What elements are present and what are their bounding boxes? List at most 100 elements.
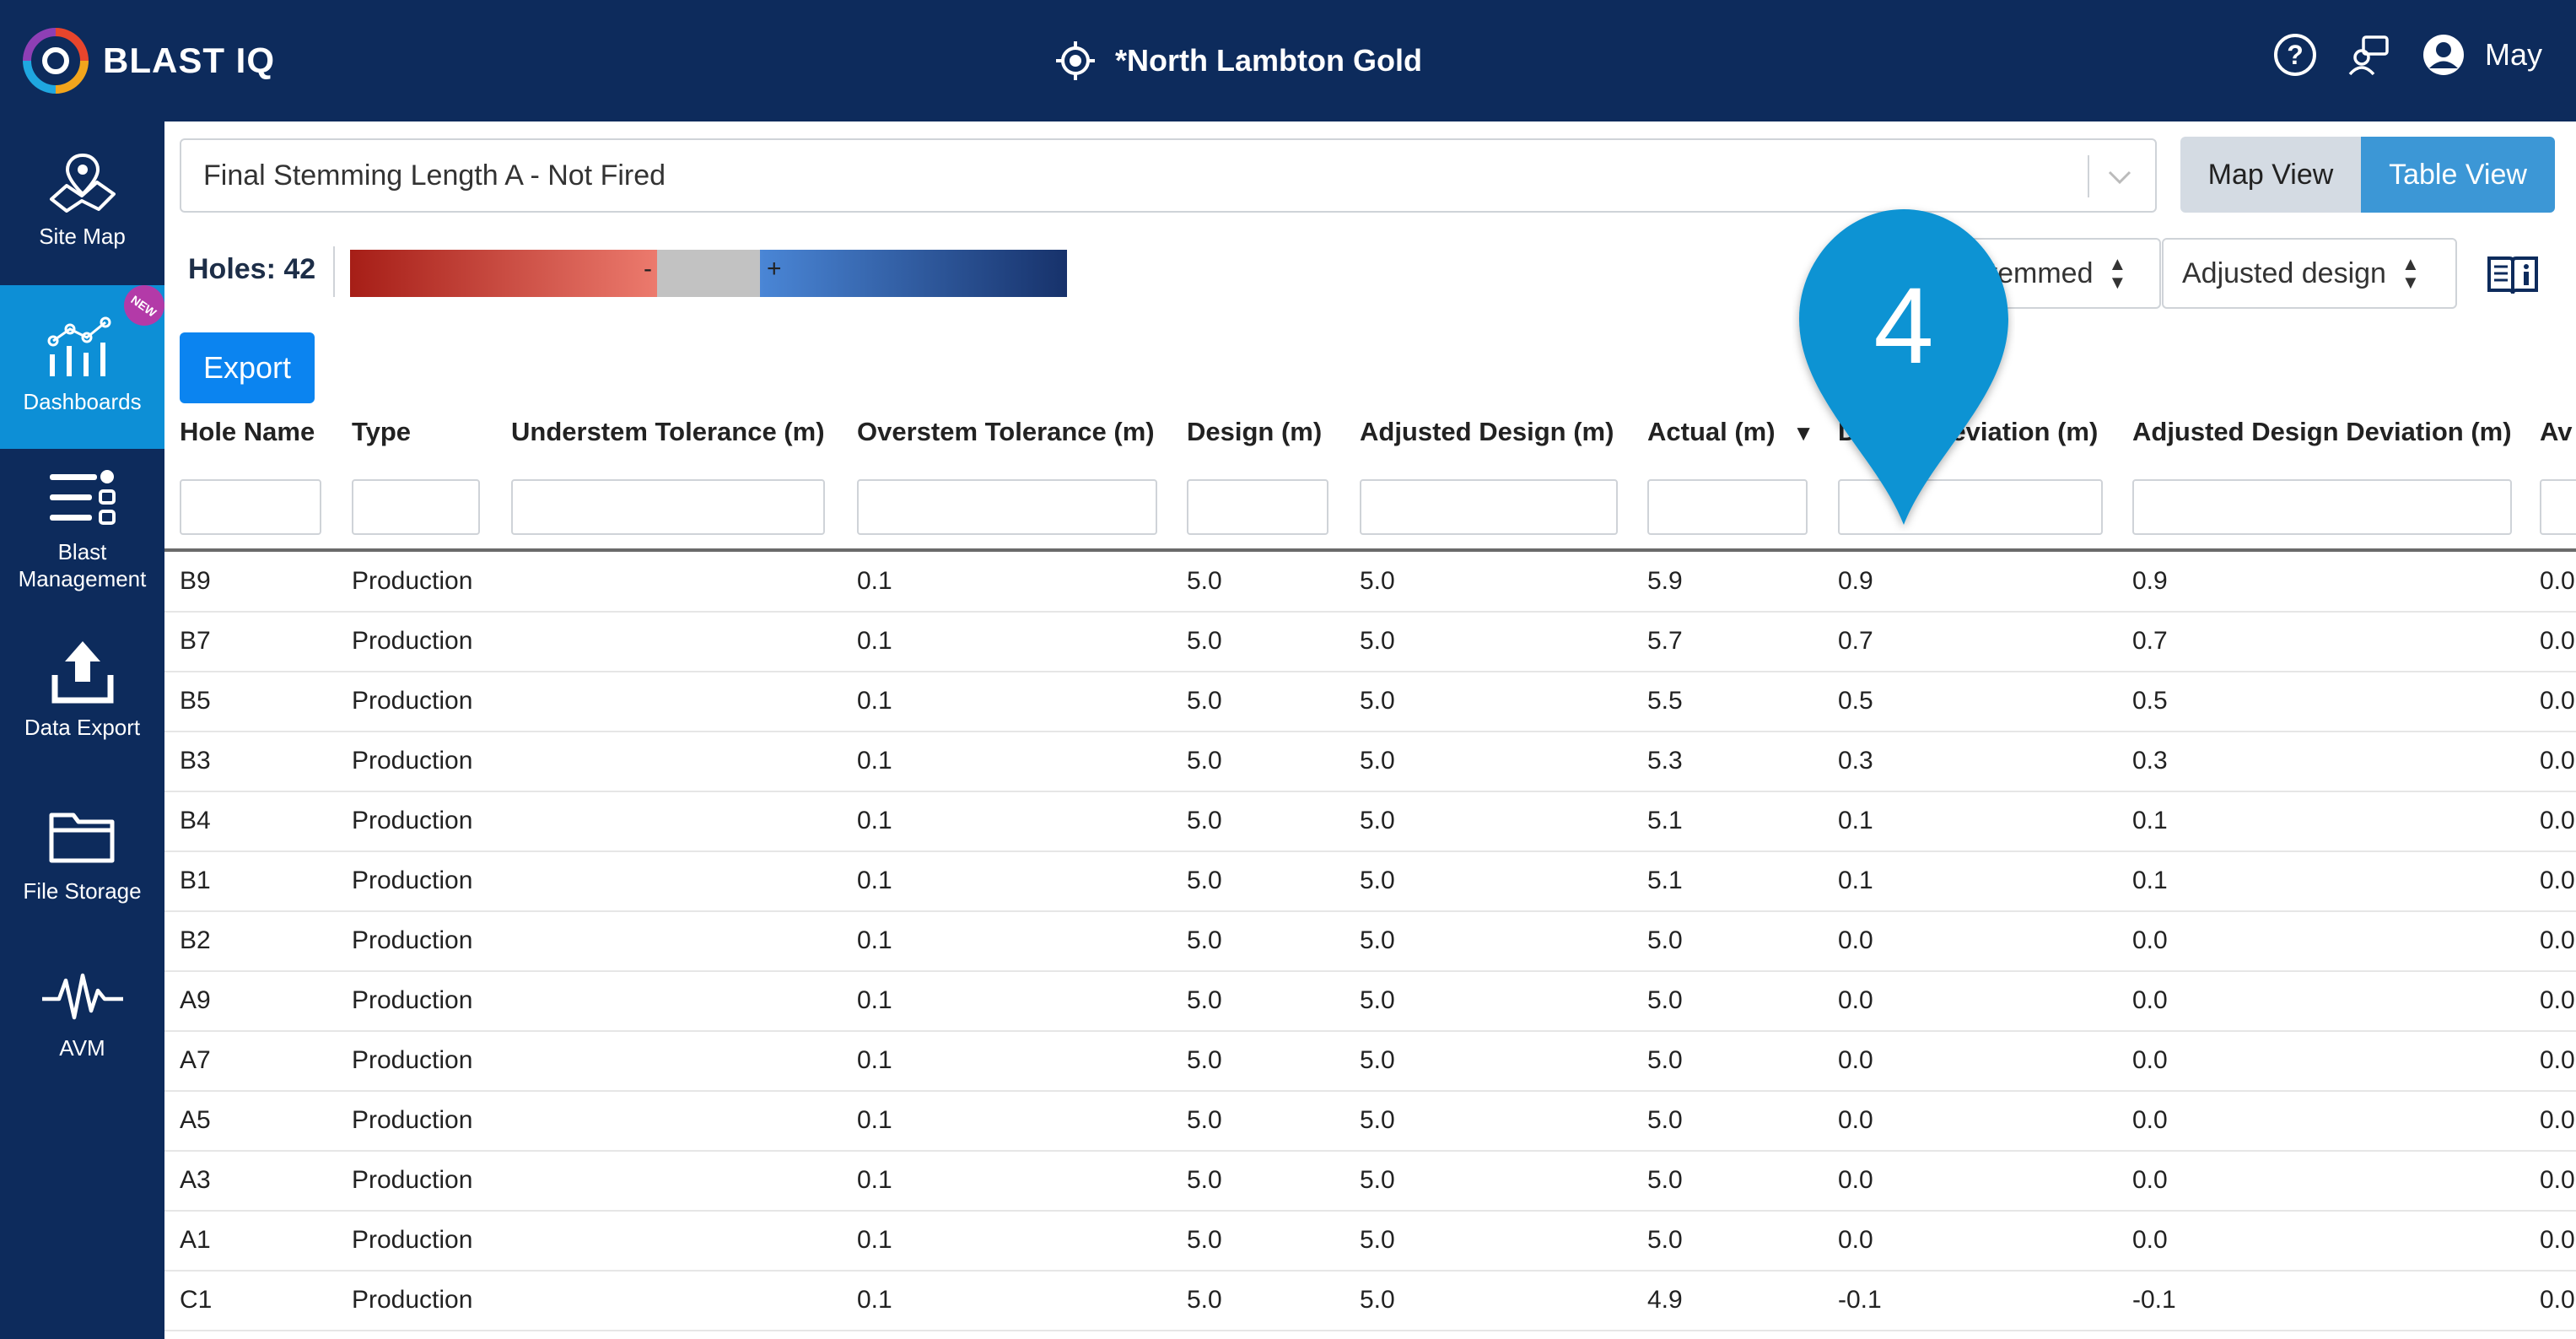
column-header-actual[interactable]: Actual (m) ▼ [1647, 417, 1814, 456]
legend-positive: + [760, 250, 1067, 297]
cell-name: B1 [180, 867, 211, 894]
map-icon [49, 153, 116, 213]
cell-over: 0.1 [857, 926, 892, 954]
cell-adjdev: -0.1 [2132, 1286, 2176, 1314]
cell-adj: 5.0 [1360, 1166, 1395, 1194]
column-header-adjusted-design[interactable]: Adjusted Design (m) [1360, 417, 1614, 446]
sidebar-item-label: Data Export [24, 715, 141, 740]
cell-name: A5 [180, 1106, 211, 1134]
filter-input-design[interactable] [1187, 479, 1328, 535]
cell-actual: 5.0 [1647, 1166, 1683, 1194]
table-row[interactable]: A3 Production 0.1 5.0 5.0 5.0 0.0 0.0 0.0 [164, 1151, 2576, 1212]
map-view-button[interactable]: Map View [2180, 137, 2361, 213]
cell-design: 5.0 [1187, 1046, 1222, 1074]
table-row[interactable]: A9 Production 0.1 5.0 5.0 5.0 0.0 0.0 0.0 [164, 971, 2576, 1032]
help-icon[interactable]: ? [2272, 32, 2318, 78]
cell-dev: 0.7 [1838, 627, 1873, 655]
cell-over: 0.1 [857, 807, 892, 834]
site-selector[interactable]: *North Lambton Gold [1054, 34, 1422, 88]
support-chat-icon[interactable] [2347, 32, 2392, 78]
filter-input-av[interactable] [2540, 479, 2576, 535]
cell-design: 5.0 [1187, 1286, 1222, 1314]
cell-actual: 5.0 [1647, 926, 1683, 954]
table-row[interactable]: A7 Production 0.1 5.0 5.0 5.0 0.0 0.0 0.0 [164, 1031, 2576, 1092]
sidebar-item-file-storage[interactable]: File Storage [0, 803, 164, 904]
table-row[interactable]: B3 Production 0.1 5.0 5.0 5.3 0.3 0.3 0.0 [164, 732, 2576, 792]
table-row[interactable]: B5 Production 0.1 5.0 5.0 5.5 0.5 0.5 0.0 [164, 672, 2576, 732]
table-view-button[interactable]: Table View [2361, 137, 2555, 213]
export-button[interactable]: Export [180, 332, 315, 403]
cell-actual: 5.1 [1647, 807, 1683, 834]
filter-input-type[interactable] [352, 479, 480, 535]
cell-over: 0.1 [857, 747, 892, 775]
cell-adjdev: 0.0 [2132, 926, 2168, 954]
cell-actual: 5.7 [1647, 627, 1683, 655]
filter-input-overstem[interactable] [857, 479, 1157, 535]
cell-actual: 5.0 [1647, 1226, 1683, 1254]
cell-adj: 5.0 [1360, 687, 1395, 715]
cell-name: A7 [180, 1046, 211, 1074]
user-menu[interactable]: May [2421, 32, 2542, 78]
upload-icon [51, 641, 113, 704]
table-row[interactable]: B7 Production 0.1 5.0 5.0 5.7 0.7 0.7 0.0 [164, 612, 2576, 672]
layer-select[interactable]: Final Stemming Length A - Not Fired [180, 138, 2157, 213]
table-row[interactable]: B2 Production 0.1 5.0 5.0 5.0 0.0 0.0 0.0 [164, 911, 2576, 972]
cell-over: 0.1 [857, 867, 892, 894]
sort-arrows-icon: ▲ ▼ [2108, 253, 2127, 293]
sidebar-item-site-map[interactable]: Site Map [0, 152, 164, 250]
cell-name: B9 [180, 567, 211, 595]
sidebar-item-avm[interactable]: AVM [0, 967, 164, 1061]
table-row[interactable]: B9 Production 0.1 5.0 5.0 5.9 0.9 0.9 0.0 [164, 552, 2576, 613]
cell-over: 0.1 [857, 627, 892, 655]
blastiq-logo[interactable]: BLAST IQ [22, 25, 275, 96]
cell-adj: 5.0 [1360, 867, 1395, 894]
cell-dev: 0.3 [1838, 747, 1873, 775]
cell-type: Production [352, 567, 473, 595]
cell-type: Production [352, 687, 473, 715]
cell-name: A1 [180, 1226, 211, 1254]
main-content: Final Stemming Length A - Not Fired Map … [164, 121, 2576, 1339]
step-marker-pin-icon: 4 [1799, 209, 2008, 525]
filter-input-adjusted-design[interactable] [1360, 479, 1618, 535]
column-header-type[interactable]: Type [352, 417, 412, 446]
filter-input-design-deviation[interactable] [1838, 479, 2103, 535]
sidebar-item-blast-management[interactable]: Blast Management [0, 467, 164, 592]
sidebar-item-data-export[interactable]: Data Export [0, 638, 164, 741]
cell-adj: 5.0 [1360, 1286, 1395, 1314]
cell-actual: 5.0 [1647, 1106, 1683, 1134]
cell-type: Production [352, 1166, 473, 1194]
filter-input-understem[interactable] [511, 479, 825, 535]
column-header-av[interactable]: Av [2540, 417, 2573, 446]
filter-input-hole-name[interactable] [180, 479, 321, 535]
cell-type: Production [352, 1226, 473, 1254]
chevron-down-icon[interactable] [2103, 160, 2137, 194]
cell-design: 5.0 [1187, 687, 1222, 715]
cell-actual: 5.5 [1647, 687, 1683, 715]
table-row[interactable]: A1 Production 0.1 5.0 5.0 5.0 0.0 0.0 0.0 [164, 1211, 2576, 1272]
column-header-understem[interactable]: Understem Tolerance (m) [511, 417, 825, 446]
cell-design: 5.0 [1187, 1166, 1222, 1194]
table-row[interactable]: A5 Production 0.1 5.0 5.0 5.0 0.0 0.0 0.0 [164, 1091, 2576, 1152]
filter-input-actual[interactable] [1647, 479, 1808, 535]
column-header-adjusted-design-deviation[interactable]: Adjusted Design Deviation (m) [2132, 417, 2512, 446]
layer-select-value: Final Stemming Length A - Not Fired [203, 159, 666, 192]
table-row[interactable]: B1 Production 0.1 5.0 5.0 5.1 0.1 0.1 0.0 [164, 851, 2576, 912]
cell-adjdev: 0.0 [2132, 1166, 2168, 1194]
cell-dev: 0.1 [1838, 807, 1873, 834]
column-header-design[interactable]: Design (m) [1187, 417, 1323, 446]
table-row[interactable]: C1 Production 0.1 5.0 5.0 4.9 -0.1 -0.1 0.0 [164, 1271, 2576, 1331]
cell-type: Production [352, 1046, 473, 1074]
folder-icon [49, 813, 114, 863]
legend-book-icon[interactable] [2486, 251, 2540, 299]
sidebar-item-label: Blast Management [18, 539, 147, 591]
legend-neutral [657, 250, 760, 297]
cell-adjdev: 0.1 [2132, 867, 2168, 894]
sidebar-item-dashboards[interactable]: NEW Dashboards [0, 285, 164, 449]
filter-input-adjusted-design-deviation[interactable] [2132, 479, 2512, 535]
new-badge: NEW [124, 285, 164, 326]
table-row[interactable]: B4 Production 0.1 5.0 5.0 5.1 0.1 0.1 0.0 [164, 791, 2576, 852]
design-select[interactable]: Adjusted design ▲ ▼ [2162, 238, 2457, 309]
column-header-hole-name[interactable]: Hole Name [180, 417, 315, 446]
list-settings-icon [49, 470, 116, 525]
column-header-overstem[interactable]: Overstem Tolerance (m) [857, 417, 1155, 446]
